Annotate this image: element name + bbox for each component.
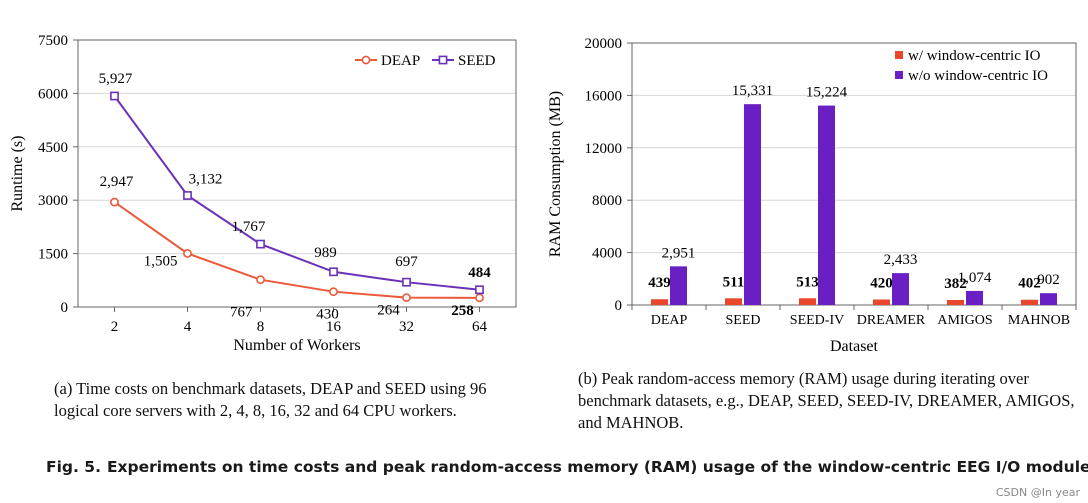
bar-with-io (799, 298, 816, 305)
data-label-seed: 3,132 (189, 172, 223, 188)
bar-value-label: 513 (796, 274, 819, 290)
data-point-deap (402, 293, 411, 303)
series-line-deap (113, 201, 480, 299)
caption-b: (b) Peak random-access memory (RAM) usag… (578, 369, 1075, 432)
legend-label-without-io: w/o window-centric IO (908, 68, 1048, 84)
data-point-seed (402, 277, 411, 287)
y-tick-label: 20000 (585, 36, 623, 52)
y-tick-label: 4500 (38, 140, 68, 156)
x-tick-label: SEED-IV (790, 313, 844, 328)
bar-value-label: 2,951 (662, 245, 696, 261)
legend-swatch-without-io (895, 71, 903, 79)
data-label-seed: 1,767 (232, 219, 266, 235)
legend-label-deap: DEAP (381, 53, 420, 69)
bar-without-io (892, 273, 909, 305)
x-tick-label: DREAMER (857, 313, 926, 328)
figure-caption: Fig. 5. Experiments on time costs and pea… (46, 458, 1088, 476)
bar-value-label: 15,224 (806, 85, 848, 101)
bar-value-label: 1,074 (958, 270, 992, 286)
legend-swatch-with-io (895, 51, 903, 59)
data-label-deap: 2,947 (100, 174, 134, 190)
figure-label: Fig. 5. (46, 458, 101, 476)
data-point-deap (329, 287, 338, 297)
y-tick-label: 16000 (585, 88, 623, 104)
bar-value-label: 420 (870, 275, 893, 291)
data-label-deap: 258 (451, 303, 474, 319)
legend: DEAP SEED (355, 53, 496, 69)
plot-frame (77, 39, 517, 308)
data-label-seed: 989 (314, 245, 337, 261)
data-label-deap: 264 (377, 303, 400, 319)
bar-without-io (670, 266, 687, 305)
bar-without-io (744, 104, 761, 305)
bar-with-io (947, 299, 964, 305)
y-tick-label: 0 (61, 300, 69, 316)
bar-without-io (966, 290, 983, 305)
data-point-deap (475, 293, 484, 303)
bar-value-label: 402 (1018, 276, 1041, 292)
bar-value-label: 2,433 (884, 252, 918, 268)
bar-value-label: 382 (944, 276, 967, 292)
ram-bar-chart: 0 4000 8000 12000 16000 20000 DEAP 439 2,951 SEED… (547, 36, 1077, 355)
x-axis-title: Number of Workers (233, 337, 360, 354)
x-tick-label: 2 (111, 319, 119, 335)
data-label-deap: 1,505 (144, 253, 178, 269)
bar-value-label: 511 (723, 274, 745, 290)
y-tick-label: 7500 (38, 33, 68, 49)
bar-value-label: 15,331 (732, 83, 773, 99)
bar-with-io (651, 299, 668, 305)
data-label-seed: 484 (468, 265, 491, 281)
data-point-seed (256, 239, 265, 249)
data-point-seed (475, 285, 484, 295)
bar-with-io (725, 298, 742, 305)
watermark: CSDN @In year (995, 486, 1080, 499)
y-axis-title: Runtime (s) (9, 136, 26, 212)
x-tick-label: DEAP (651, 313, 688, 328)
series-line-seed (113, 95, 480, 291)
bar-without-io (1040, 293, 1057, 305)
bar-value-label: 439 (648, 275, 671, 291)
y-tick-label: 6000 (38, 86, 68, 102)
runtime-line-chart: 0 1500 3000 4500 6000 7500 2 4 8 16 32 64 Number of … (9, 33, 517, 354)
data-point-seed (110, 91, 119, 101)
legend: w/ window-centric IO w/o window-centric I… (895, 48, 1048, 84)
data-point-deap (256, 275, 265, 285)
bar-with-io (1021, 299, 1038, 305)
data-label-deap: 430 (316, 307, 339, 323)
y-tick-label: 3000 (38, 193, 68, 209)
legend-label-seed: SEED (458, 53, 496, 69)
legend-marker-seed (438, 55, 448, 65)
data-label-seed: 5,927 (99, 71, 133, 87)
figure-caption-text: Experiments on time costs and peak rando… (106, 458, 1088, 476)
bar-with-io (873, 299, 890, 305)
x-tick-label: 32 (399, 319, 414, 335)
x-tick-label: 16 (326, 319, 342, 335)
data-point-seed (183, 191, 192, 200)
bar-without-io (818, 105, 835, 305)
y-tick-label: 1500 (38, 247, 68, 263)
data-point-deap (110, 197, 119, 207)
x-tick-label: MAHNOB (1008, 313, 1070, 328)
y-tick-label: 8000 (592, 193, 622, 209)
data-point-deap (183, 249, 192, 258)
legend-label-with-io: w/ window-centric IO (908, 48, 1041, 64)
data-label-deap: 767 (230, 305, 253, 321)
caption-a: (a) Time costs on benchmark datasets, DE… (54, 379, 487, 420)
x-axis-title: Dataset (830, 338, 879, 355)
bar-value-label: 902 (1037, 272, 1060, 288)
y-tick-label: 0 (615, 298, 623, 314)
x-tick-label: AMIGOS (937, 313, 992, 328)
x-tick-label: 4 (184, 319, 192, 335)
y-tick-label: 4000 (592, 246, 622, 262)
y-axis-title: RAM Consumption (MB) (547, 91, 564, 257)
x-tick-label: 8 (257, 319, 265, 335)
x-tick-label: SEED (726, 313, 761, 328)
data-label-seed: 697 (395, 254, 418, 270)
y-tick-label: 12000 (585, 141, 623, 157)
legend-marker-deap (361, 55, 371, 65)
data-point-seed (329, 267, 338, 277)
x-tick-label: 64 (472, 319, 488, 335)
